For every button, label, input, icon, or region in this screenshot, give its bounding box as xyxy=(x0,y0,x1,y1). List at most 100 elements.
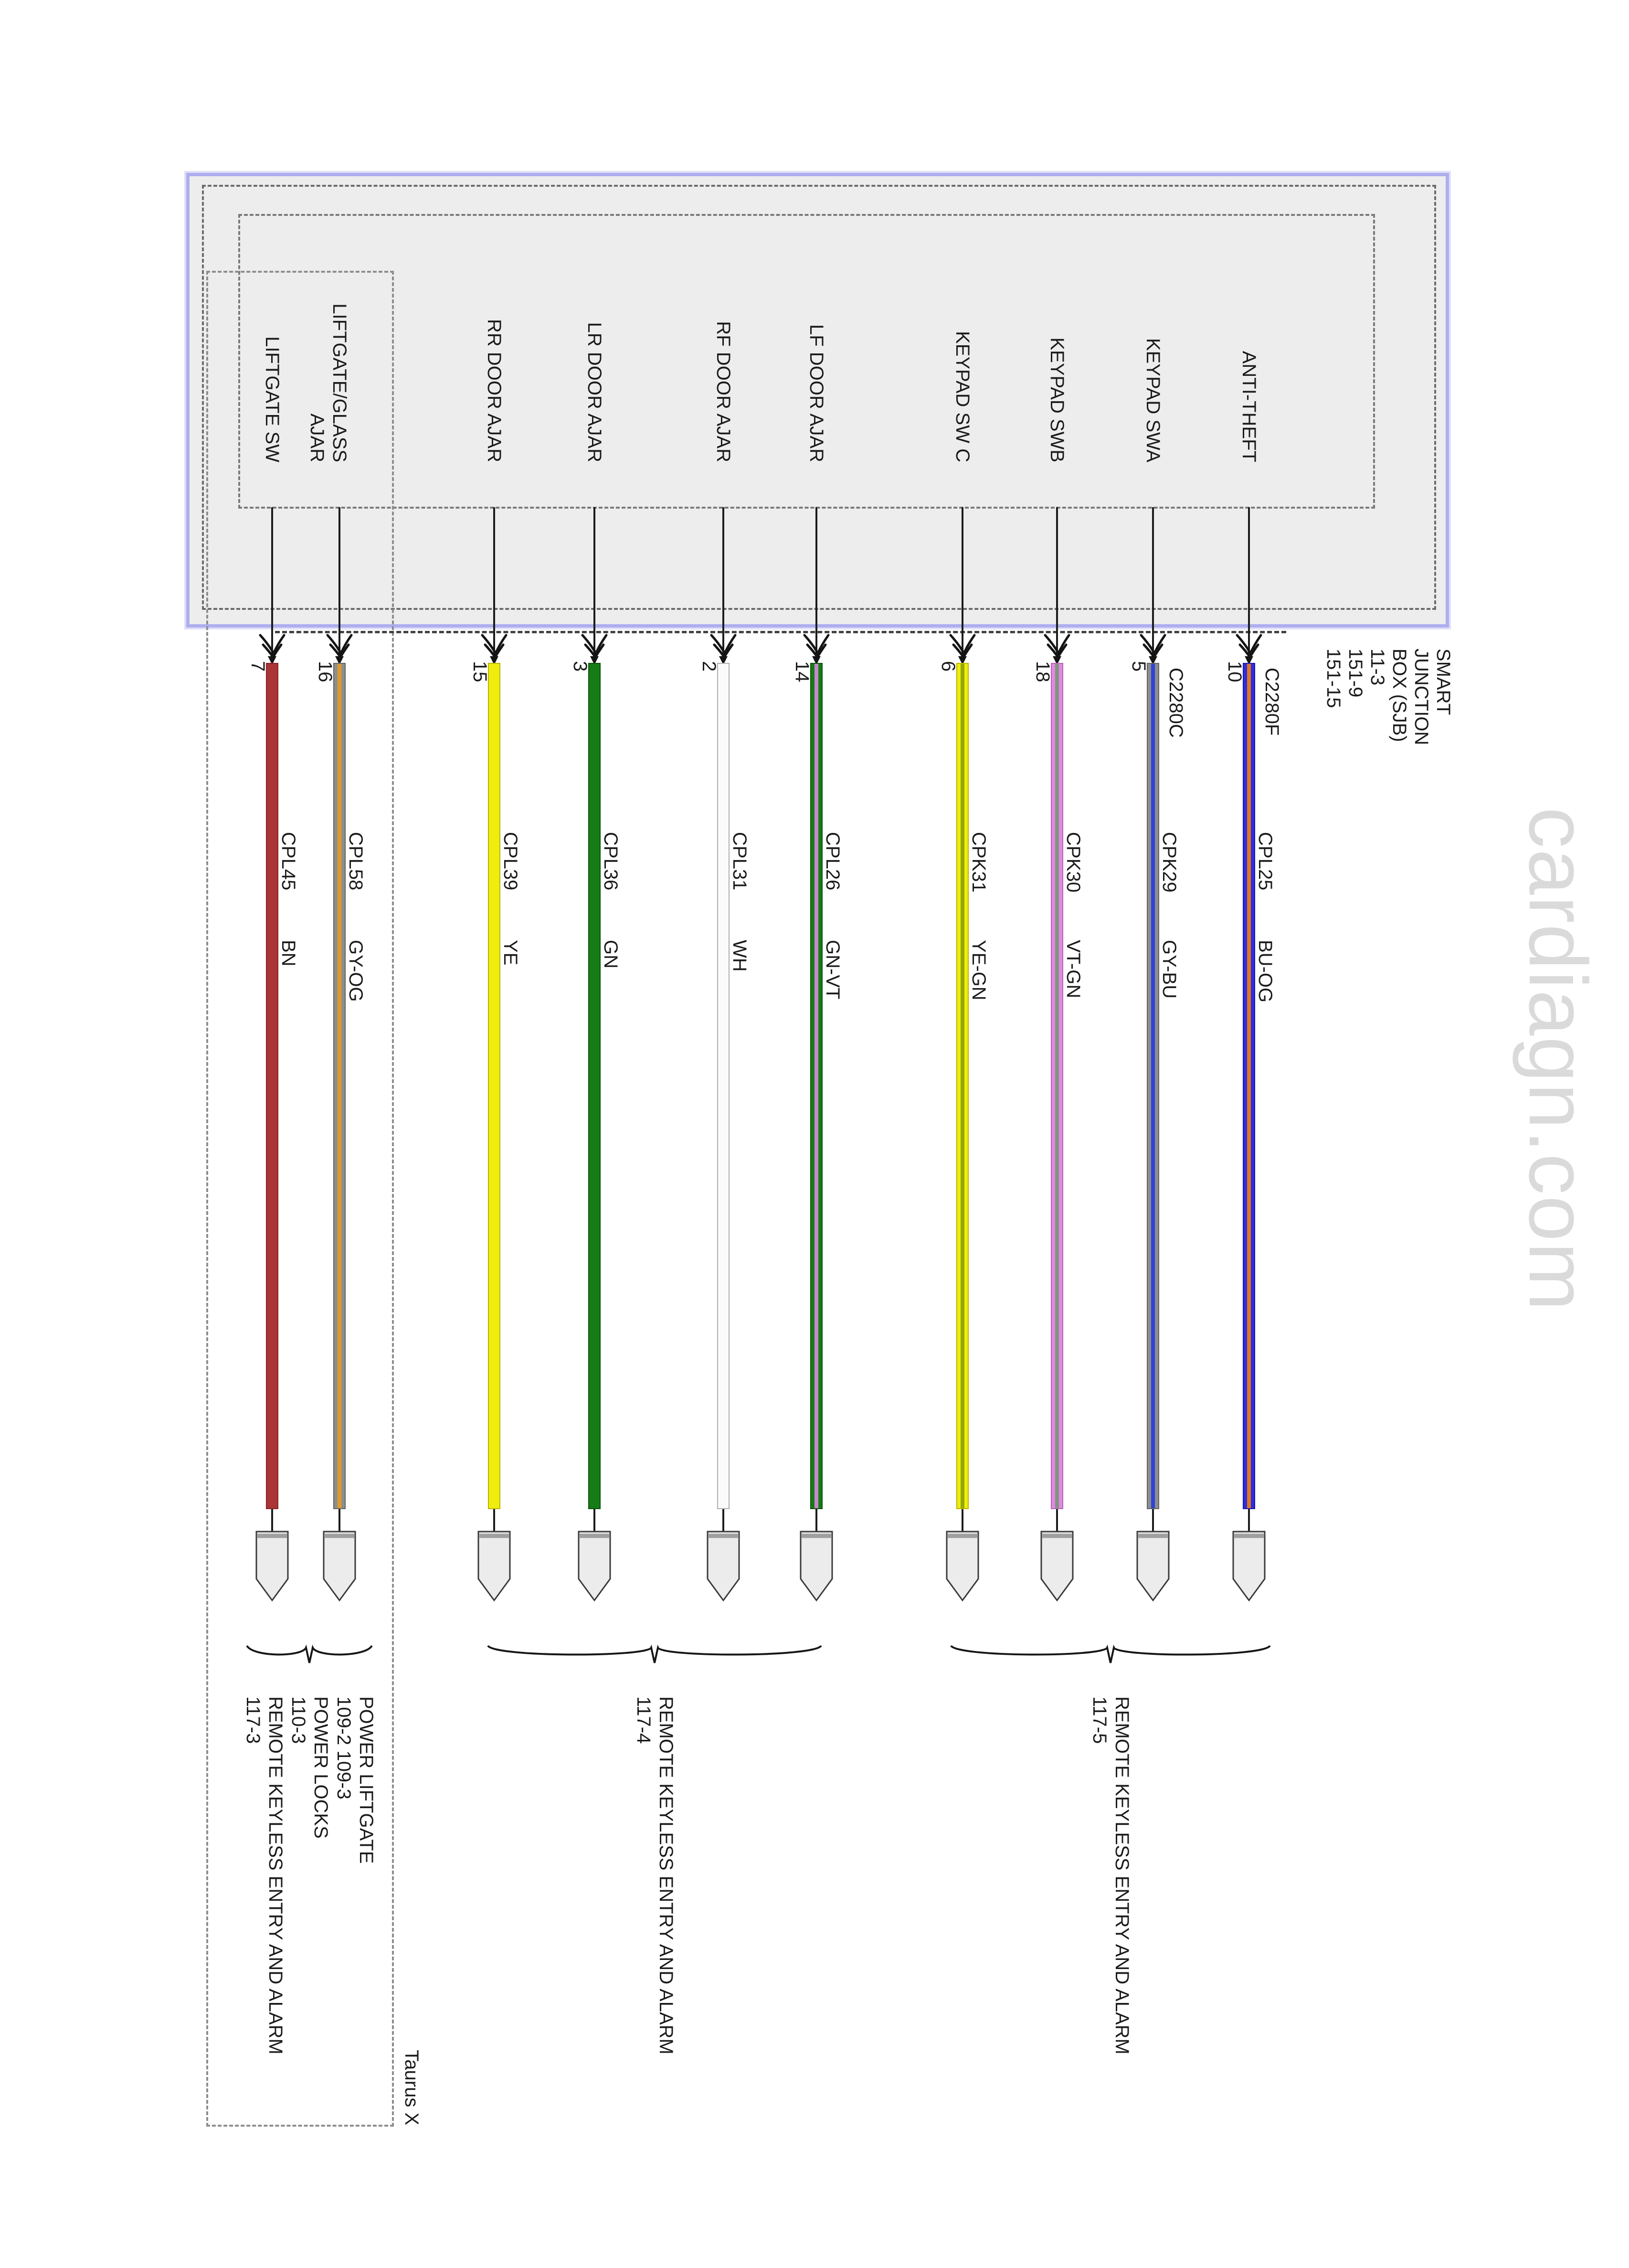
wire-stripe xyxy=(1151,664,1155,1508)
wire-lead-line-end xyxy=(1152,1509,1154,1531)
wire xyxy=(333,663,346,1509)
wire-stripe xyxy=(338,664,341,1508)
wire xyxy=(717,663,730,1509)
sjb-pin-label: LR DOOR AJAR xyxy=(584,322,605,462)
terminal-connector-icon xyxy=(946,1531,979,1602)
connector-pass-arrow-icon xyxy=(481,634,508,665)
circuit-code: CPL25 xyxy=(1255,832,1276,891)
terminal-connector-icon xyxy=(1040,1531,1074,1602)
pin-number: 6 xyxy=(938,661,959,672)
circuit-code: CPK30 xyxy=(1063,832,1084,893)
terminal-connector-icon xyxy=(707,1531,740,1602)
wire-stripe xyxy=(814,664,818,1508)
connector-c2280-dashed-line xyxy=(275,631,1286,633)
wire-lead-line-end xyxy=(722,1509,724,1531)
pin-number: 16 xyxy=(315,661,336,682)
wire xyxy=(956,663,969,1509)
connector-pass-arrow-icon xyxy=(581,634,608,665)
wire xyxy=(1051,663,1063,1509)
wire-stripe xyxy=(1247,664,1251,1508)
circuit-code: CPL39 xyxy=(500,832,521,891)
connector-pass-arrow-icon xyxy=(1140,634,1166,665)
wire-color-code: BN xyxy=(278,940,299,967)
group-brace xyxy=(246,1644,373,1663)
terminal-connector-icon xyxy=(1136,1531,1170,1602)
circuit-code: CPK31 xyxy=(968,832,989,893)
connector-pass-arrow-icon xyxy=(949,634,976,665)
sjb-pin-label: KEYPAD SWB xyxy=(1047,337,1068,462)
connector-pass-arrow-icon xyxy=(803,634,830,665)
wire-lead-line-end xyxy=(493,1509,495,1531)
circuit-code: CPL36 xyxy=(600,832,621,891)
wire xyxy=(488,663,500,1509)
group-destination-label: REMOTE KEYLESS ENTRY AND ALARM 117-5 xyxy=(1089,1696,1133,2055)
group-destination-label: POWER LIFTGATE 109-2 109-3 POWER LOCKS 1… xyxy=(243,1696,377,2055)
terminal-connector-icon xyxy=(1232,1531,1266,1602)
wire-color-code: GN-VT xyxy=(822,940,843,1000)
vehicle-note: Taurus X xyxy=(401,2050,422,2125)
terminal-connector-icon xyxy=(800,1531,833,1602)
wire xyxy=(588,663,601,1509)
sjb-title: SMART JUNCTION BOX (SJB) 11-3 151-9 151-… xyxy=(1323,649,1454,745)
connector-pass-arrow-icon xyxy=(1236,634,1262,665)
connector-pass-arrow-icon xyxy=(1044,634,1070,665)
wire-lead-line-end xyxy=(1248,1509,1250,1531)
wire-color-code: WH xyxy=(729,940,750,972)
pin-number: 10 xyxy=(1224,661,1245,682)
sjb-pin-label: KEYPAD SWA xyxy=(1142,338,1164,462)
circuit-code: CPL58 xyxy=(345,832,366,891)
sjb-pin-label: LF DOOR AJAR xyxy=(806,324,827,462)
circuit-code: CPL26 xyxy=(822,832,843,891)
wire-lead-line-end xyxy=(1056,1509,1058,1531)
watermark: cardiagn.com xyxy=(1512,807,1604,1312)
wire-lead-line-end xyxy=(271,1509,273,1531)
terminal-connector-icon xyxy=(323,1531,356,1602)
wire-lead-line-end xyxy=(815,1509,817,1531)
wire-color-code: BU-OG xyxy=(1255,940,1276,1003)
pin-number: 14 xyxy=(792,661,813,682)
pin-number: 5 xyxy=(1128,661,1149,672)
wire-lead-line-end xyxy=(962,1509,963,1531)
group-brace xyxy=(487,1644,822,1663)
connector-id: C2280C xyxy=(1165,668,1186,738)
wire xyxy=(1147,663,1159,1509)
circuit-code: CPL45 xyxy=(278,832,299,891)
wire xyxy=(1243,663,1255,1509)
group-brace xyxy=(950,1644,1271,1663)
wire-color-code: YE-GN xyxy=(968,940,989,1001)
wire-color-code: GN xyxy=(600,940,621,969)
connector-pass-arrow-icon xyxy=(326,634,353,665)
circuit-code: CPL31 xyxy=(729,832,750,891)
wire-color-code: YE xyxy=(500,940,521,966)
sjb-pin-label: LIFTGATE SW xyxy=(262,336,283,462)
pin-number: 18 xyxy=(1032,661,1053,682)
connector-id: C2280F xyxy=(1261,668,1282,736)
terminal-connector-icon xyxy=(477,1531,511,1602)
sjb-pin-label: RR DOOR AJAR xyxy=(484,319,505,462)
terminal-connector-icon xyxy=(255,1531,289,1602)
pin-number: 3 xyxy=(570,661,591,672)
wire-color-code: GY-BU xyxy=(1159,940,1180,999)
sjb-pin-label: ANTI-THEFT xyxy=(1238,351,1259,462)
wire-lead-line-end xyxy=(593,1509,595,1531)
pin-number: 7 xyxy=(247,661,268,672)
sjb-pin-label: RF DOOR AJAR xyxy=(713,321,734,462)
wire-color-code: VT-GN xyxy=(1063,940,1084,999)
wire xyxy=(266,663,278,1509)
pin-number: 2 xyxy=(698,661,719,672)
wire-lead-line-end xyxy=(338,1509,340,1531)
sjb-pin-label: KEYPAD SW C xyxy=(952,331,973,462)
connector-pass-arrow-icon xyxy=(710,634,737,665)
pin-number: 15 xyxy=(469,661,490,682)
wire-stripe xyxy=(961,664,964,1508)
circuit-code: CPK29 xyxy=(1159,832,1180,893)
terminal-connector-icon xyxy=(578,1531,611,1602)
wire-stripe xyxy=(1055,664,1059,1508)
wire-color-code: GY-OG xyxy=(345,940,366,1002)
sjb-pin-label: LIFTGATE/GLASS AJAR xyxy=(307,303,350,462)
connector-pass-arrow-icon xyxy=(259,634,286,665)
wire xyxy=(810,663,823,1509)
group-destination-label: REMOTE KEYLESS ENTRY AND ALARM 117-4 xyxy=(633,1696,677,2055)
